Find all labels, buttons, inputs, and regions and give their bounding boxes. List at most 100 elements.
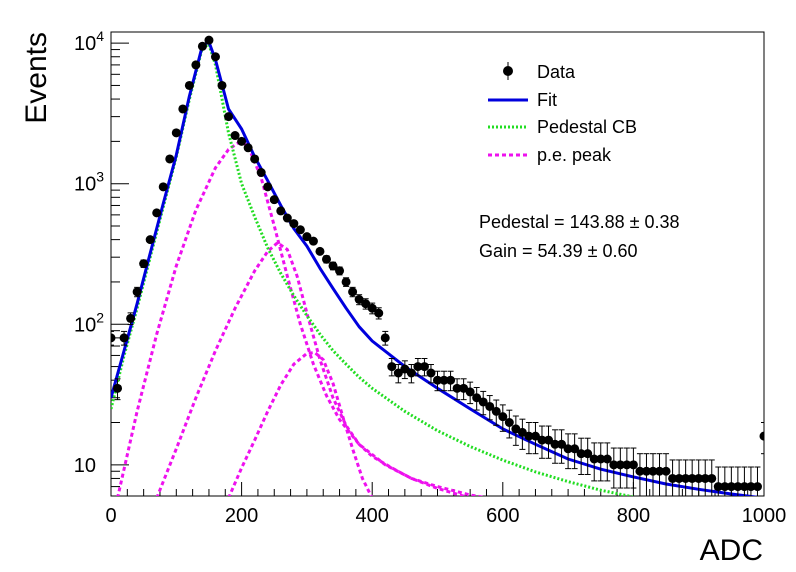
data-point [628, 460, 638, 470]
data-point [681, 473, 691, 483]
data-point [210, 52, 220, 62]
data-point [158, 182, 168, 192]
data-point [491, 406, 501, 416]
y-tick-exponent: 4 [96, 28, 104, 44]
data-point [250, 154, 260, 164]
legend-label-pe-peak: p.e. peak [537, 145, 612, 165]
data-point [544, 435, 554, 445]
data-point [341, 277, 351, 287]
x-tick-label: 600 [486, 505, 519, 527]
data-point [557, 439, 567, 449]
y-tick-base: 10 [74, 455, 96, 477]
data-point [687, 473, 697, 483]
data-point [184, 80, 194, 90]
y-axis-ticks: 10 102 103 104 [74, 28, 129, 497]
x-tick-label: 0 [105, 505, 116, 527]
data-point [152, 208, 162, 218]
gain-annotation: Gain = 54.39 ± 0.60 [479, 241, 638, 261]
data-point [739, 482, 749, 492]
data-point [119, 333, 129, 343]
data-point [661, 466, 671, 476]
data-point [328, 261, 338, 271]
legend: Data Fit Pedestal CB p.e. peak [488, 62, 637, 165]
data-point [674, 473, 684, 483]
data-point [191, 60, 201, 70]
data-point [126, 313, 136, 323]
data-point [282, 213, 292, 223]
data-point [302, 232, 312, 242]
data-point [602, 454, 612, 464]
legend-item-data: Data [503, 62, 576, 82]
y-tick-label: 104 [74, 28, 104, 55]
pedestal-annotation: Pedestal = 143.88 ± 0.38 [479, 212, 680, 232]
data-point [361, 299, 371, 309]
data-point [583, 449, 593, 459]
y-axis-title: Events [20, 32, 53, 124]
data-point [165, 154, 175, 164]
data-point [504, 418, 514, 428]
data-point [276, 206, 286, 216]
data-point [367, 303, 377, 313]
legend-label-fit: Fit [537, 90, 557, 110]
data-point [348, 287, 358, 297]
data-point [694, 473, 704, 483]
y-tick-exponent: 3 [96, 169, 104, 185]
data-point [243, 143, 253, 153]
data-point [413, 362, 423, 372]
data-point [752, 482, 762, 492]
data-point [393, 368, 403, 378]
data-point [550, 439, 560, 449]
data-point [315, 246, 325, 256]
data-points [111, 35, 764, 496]
data-point [478, 397, 488, 407]
data-point [570, 444, 580, 454]
data-point [400, 364, 410, 374]
data-point [530, 431, 540, 441]
data-point [374, 308, 384, 318]
legend-label-pedestal: Pedestal CB [537, 117, 637, 137]
data-point [563, 444, 573, 454]
data-point [537, 435, 547, 445]
data-point [132, 287, 142, 297]
data-point [655, 466, 665, 476]
plot-frame [110, 31, 765, 497]
fit-curves [111, 40, 760, 496]
series-line-fit [111, 40, 760, 496]
data-point [759, 431, 764, 441]
x-tick-label: 1000 [742, 505, 787, 527]
x-tick-label: 400 [356, 505, 389, 527]
y-tick-label: 102 [74, 309, 104, 336]
series-line-p-e-peak-2 [155, 241, 487, 496]
data-point [615, 460, 625, 470]
data-point [472, 393, 482, 403]
legend-marker-data [503, 66, 513, 76]
data-point [308, 236, 318, 246]
data-point [622, 460, 632, 470]
data-point [498, 412, 508, 422]
data-point [387, 362, 397, 372]
data-point [113, 383, 123, 393]
data-point [139, 259, 149, 269]
y-tick-label: 103 [74, 169, 104, 196]
series-line-p-e-peak-1 [116, 139, 469, 496]
data-point [726, 482, 736, 492]
data-point [171, 128, 181, 138]
data-point [700, 473, 710, 483]
data-point [237, 136, 247, 146]
data-point [321, 254, 331, 264]
y-tick-label: 10 [74, 455, 96, 477]
data-point [641, 466, 651, 476]
data-point [380, 333, 390, 343]
x-axis-title: ADC [700, 534, 763, 567]
data-point [178, 104, 188, 114]
data-point [145, 235, 155, 245]
data-point [609, 460, 619, 470]
data-point [576, 449, 586, 459]
data-point [635, 466, 645, 476]
data-point [446, 375, 456, 385]
legend-item-pedestal: Pedestal CB [488, 117, 637, 137]
legend-item-pe-peak: p.e. peak [488, 145, 612, 165]
data-point [524, 431, 534, 441]
series-line-p-e-peak-3 [227, 351, 373, 496]
